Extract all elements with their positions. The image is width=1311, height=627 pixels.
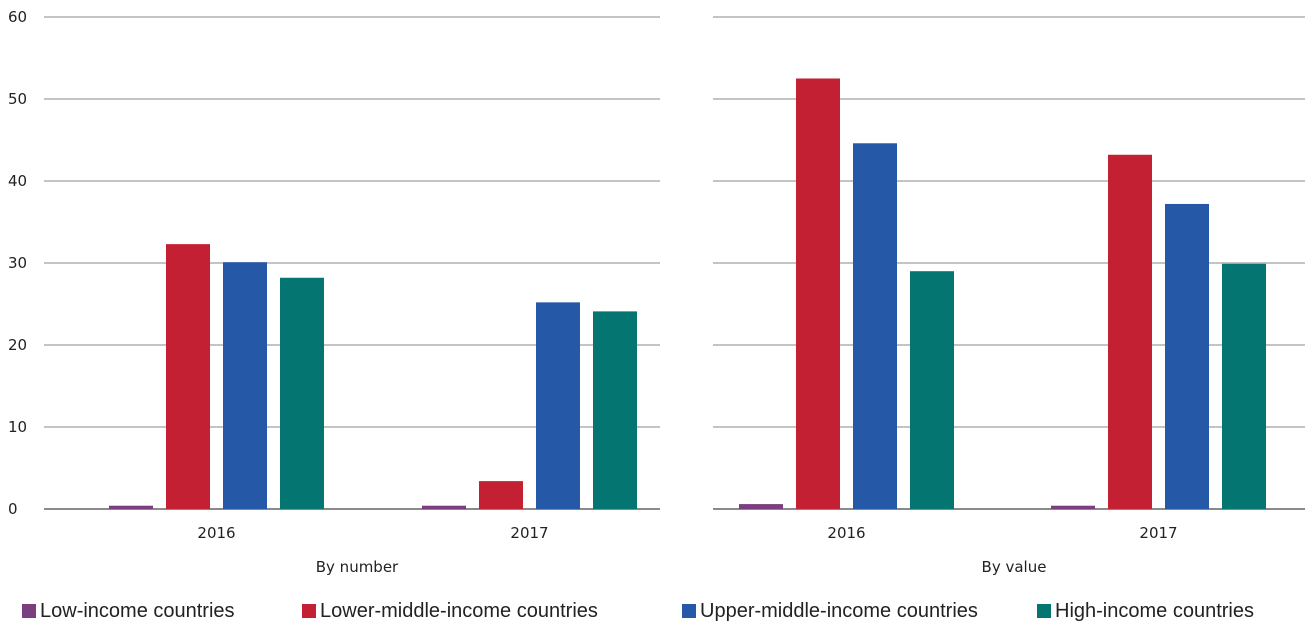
x-tick-label: 2017 [1139,524,1177,542]
legend-item-low-income: Low-income countries [22,598,235,624]
legend-swatch-high-income [1037,604,1051,618]
bar-lower-middle-income-countries-2016 [166,244,210,509]
bar-upper-middle-income-countries-2016 [853,143,897,509]
y-tick-label: 10 [8,418,27,436]
bar-lower-middle-income-countries-2017 [1108,154,1152,509]
bar-high-income-countries-2017 [1222,263,1266,509]
bar-upper-middle-income-countries-2017 [1165,203,1209,509]
legend-label-low-income: Low-income countries [40,600,235,622]
x-tick-label: 2016 [197,524,235,542]
legend: Low-income countries Lower-middle-income… [0,598,1311,627]
legend-item-lower-middle-income: Lower-middle-income countries [302,598,598,624]
y-tick-label: 60 [8,8,27,26]
x-tick-label: 2016 [827,524,865,542]
bar-low-income-countries-2016 [739,504,783,509]
y-tick-label: 50 [8,90,27,108]
y-tick-label: 20 [8,336,27,354]
bar-lower-middle-income-countries-2017 [479,481,523,509]
legend-swatch-low-income [22,604,36,618]
y-tick-label: 30 [8,254,27,272]
bar-high-income-countries-2016 [280,277,324,509]
bar-low-income-countries-2016 [109,505,153,509]
y-tick-label: 0 [8,500,18,518]
legend-item-high-income: High-income countries [1037,598,1254,624]
panel-label: By number [316,558,399,576]
legend-swatch-upper-middle-income [682,604,696,618]
bar-low-income-countries-2017 [422,505,466,509]
panel-label: By value [982,558,1047,576]
bar-high-income-countries-2016 [910,271,954,509]
bar-low-income-countries-2017 [1051,505,1095,509]
legend-label-high-income: High-income countries [1055,600,1254,622]
legend-swatch-lower-middle-income [302,604,316,618]
bar-chart: 0 10 20 30 40 50 60 2016 2017 By number 2016 2017 By… [8,8,1305,576]
bar-lower-middle-income-countries-2016 [796,78,840,509]
y-tick-label: 40 [8,172,27,190]
legend-label-lower-middle-income: Lower-middle-income countries [320,600,598,622]
bar-upper-middle-income-countries-2016 [223,262,267,509]
bar-high-income-countries-2017 [593,311,637,509]
bar-upper-middle-income-countries-2017 [536,302,580,509]
legend-item-upper-middle-income: Upper-middle-income countries [682,598,978,624]
legend-label-upper-middle-income: Upper-middle-income countries [700,600,978,622]
x-tick-label: 2017 [510,524,548,542]
